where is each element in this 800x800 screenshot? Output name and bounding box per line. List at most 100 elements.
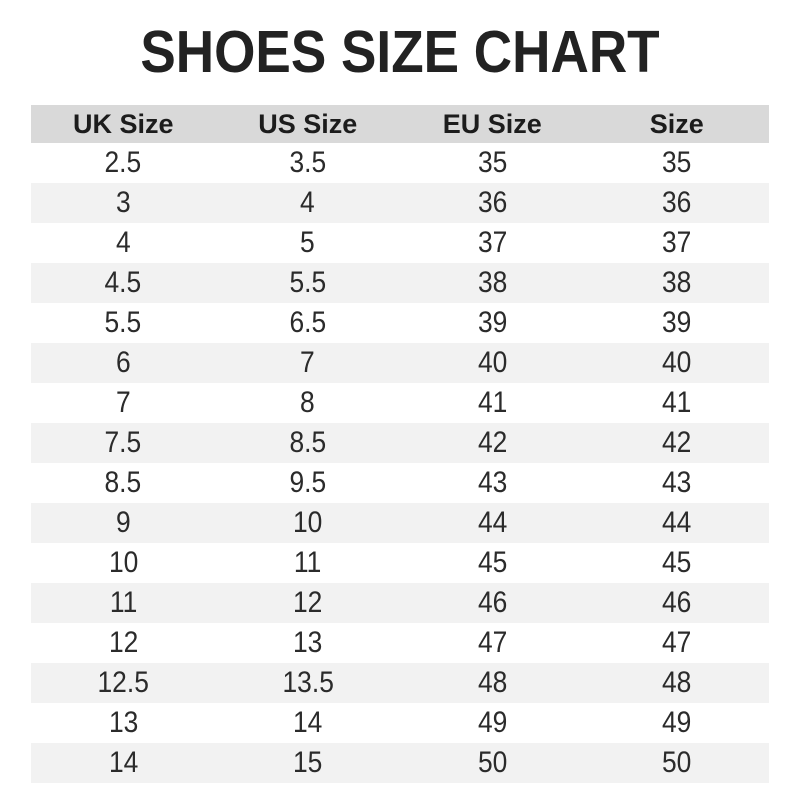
table-row: 12 13 47 47 [31, 623, 769, 663]
table-cell-value: 12 [108, 626, 138, 659]
table-cell: 12.5 [31, 663, 216, 703]
table-cell: 36 [585, 183, 770, 223]
page-title: SHOES SIZE CHART [140, 19, 660, 85]
table-cell: 38 [400, 263, 585, 303]
table-cell-value: 41 [477, 386, 507, 419]
table-cell: 41 [585, 383, 770, 423]
table-cell-value: 14 [293, 706, 323, 739]
table-cell: 12 [31, 623, 216, 663]
table-cell: 50 [400, 743, 585, 783]
table-cell-value: 9.5 [289, 466, 327, 499]
table-cell: 37 [585, 223, 770, 263]
table-cell-value: 8 [300, 386, 316, 419]
table-header-row: UK Size US Size EU Size Size [31, 105, 769, 143]
table-row: 14 15 50 50 [31, 743, 769, 783]
table-cell-value: 7.5 [104, 426, 142, 459]
table-cell-value: 12.5 [97, 666, 149, 699]
table-cell-value: 39 [662, 306, 692, 339]
table-cell: 8.5 [216, 423, 401, 463]
table-cell-value: 49 [662, 706, 692, 739]
table-cell: 40 [400, 343, 585, 383]
table-cell-value: 50 [662, 746, 692, 779]
table-cell-value: 10 [293, 506, 323, 539]
table-cell: 39 [585, 303, 770, 343]
table-row: 3 4 36 36 [31, 183, 769, 223]
table-cell-value: 13 [293, 626, 323, 659]
table-cell-value: 43 [477, 466, 507, 499]
table-cell-value: 2.5 [104, 146, 142, 179]
table-cell: 13 [216, 623, 401, 663]
table-cell: 42 [400, 423, 585, 463]
table-cell-value: 48 [477, 666, 507, 699]
table-cell: 43 [585, 463, 770, 503]
table-cell-value: 5 [300, 226, 316, 259]
table-row: 12.5 13.5 48 48 [31, 663, 769, 703]
table-cell: 13.5 [216, 663, 401, 703]
table-cell: 15 [216, 743, 401, 783]
table-cell-value: 37 [662, 226, 692, 259]
table-cell: 48 [400, 663, 585, 703]
column-header-uk-size: UK Size [31, 105, 216, 143]
table-cell-value: 40 [662, 346, 692, 379]
table-row: 4.5 5.5 38 38 [31, 263, 769, 303]
table-cell: 38 [585, 263, 770, 303]
table-cell-value: 38 [477, 266, 507, 299]
table-cell-value: 4 [300, 186, 316, 219]
table-cell: 47 [585, 623, 770, 663]
table-cell: 8.5 [31, 463, 216, 503]
table-cell: 35 [585, 143, 770, 183]
table-row: 10 11 45 45 [31, 543, 769, 583]
table-row: 7.5 8.5 42 42 [31, 423, 769, 463]
table-cell-value: 36 [477, 186, 507, 219]
table-cell-value: 50 [477, 746, 507, 779]
table-cell-value: 3 [115, 186, 131, 219]
table-cell: 5.5 [31, 303, 216, 343]
table-cell: 5 [216, 223, 401, 263]
table-cell: 50 [585, 743, 770, 783]
table-row: 2.5 3.5 35 35 [31, 143, 769, 183]
table-cell: 4.5 [31, 263, 216, 303]
table-cell: 46 [400, 583, 585, 623]
table-cell-value: 3.5 [289, 146, 327, 179]
table-cell: 49 [400, 703, 585, 743]
table-cell: 48 [585, 663, 770, 703]
table-cell-value: 6.5 [289, 306, 327, 339]
table-cell-value: 46 [477, 586, 507, 619]
table-cell: 14 [31, 743, 216, 783]
table-body: 2.5 3.5 35 35 3 4 36 36 4 5 37 37 4.5 5.5 38 38 5.5 6.5 39… [31, 143, 769, 783]
table-cell: 39 [400, 303, 585, 343]
table-cell-value: 48 [662, 666, 692, 699]
table-cell-value: 12 [293, 586, 323, 619]
table-cell: 9.5 [216, 463, 401, 503]
table-cell-value: 38 [662, 266, 692, 299]
table-row: 7 8 41 41 [31, 383, 769, 423]
table-cell: 13 [31, 703, 216, 743]
table-row: 8.5 9.5 43 43 [31, 463, 769, 503]
table-cell: 10 [31, 543, 216, 583]
table-cell-value: 44 [662, 506, 692, 539]
table-cell-value: 36 [662, 186, 692, 219]
table-cell: 36 [400, 183, 585, 223]
table-cell-value: 6 [115, 346, 131, 379]
table-cell-value: 39 [477, 306, 507, 339]
column-header-us-size: US Size [215, 105, 400, 143]
table-cell: 9 [31, 503, 216, 543]
table-cell: 47 [400, 623, 585, 663]
table-cell: 6 [31, 343, 216, 383]
table-cell: 44 [400, 503, 585, 543]
table-cell: 3.5 [216, 143, 401, 183]
table-cell: 12 [216, 583, 401, 623]
table-cell: 43 [400, 463, 585, 503]
table-row: 9 10 44 44 [31, 503, 769, 543]
table-cell-value: 14 [108, 746, 138, 779]
table-cell: 44 [585, 503, 770, 543]
table-cell-value: 37 [477, 226, 507, 259]
table-header: UK Size US Size EU Size Size [31, 105, 769, 143]
table-cell-value: 43 [662, 466, 692, 499]
table-cell-value: 35 [662, 146, 692, 179]
table-cell-value: 44 [477, 506, 507, 539]
table-cell: 8 [216, 383, 401, 423]
table-cell: 40 [585, 343, 770, 383]
table-cell: 4 [216, 183, 401, 223]
table-cell-value: 4.5 [104, 266, 142, 299]
